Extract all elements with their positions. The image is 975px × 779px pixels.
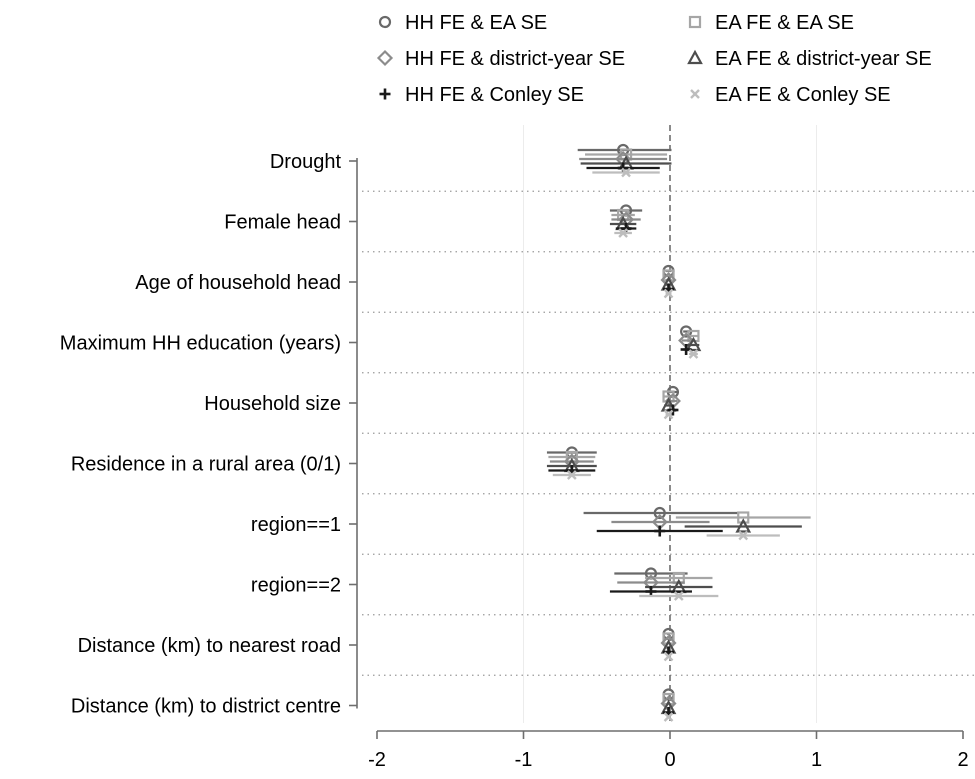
point-estimate [667,404,679,416]
x-tick-label: -2 [368,749,386,771]
x-tick-label: -1 [515,749,533,771]
y-tick-label: Distance (km) to district centre [71,696,341,718]
legend-marker [687,49,703,65]
x-tick-label: 2 [957,749,968,771]
legend-label: EA FE & district-year SE [715,48,932,70]
x-tick-label: 1 [811,749,822,771]
y-tick-label: region==2 [251,575,341,597]
y-tick-label: Household size [204,393,341,415]
y-tick-label: Drought [270,151,342,173]
point-estimate [566,470,577,480]
legend-label: HH FE & Conley SE [405,84,584,106]
point-estimate [738,530,749,541]
y-tick-label: Age of household head [135,272,341,294]
y-tick-label: Female head [224,212,341,234]
point-estimate [673,591,684,601]
y-tick-label: Distance (km) to nearest road [78,635,341,657]
grid [362,125,975,723]
point-estimate [653,506,666,520]
legend-label: HH FE & district-year SE [405,48,625,70]
x-tick-label: 0 [664,749,675,771]
point-estimate [685,336,702,352]
point-estimate [621,167,631,178]
legend-label: EA FE & Conley SE [715,84,891,106]
legend: HH FE & EA SE EA FE & EA SE HH FE & distri… [376,12,932,106]
point-estimate [663,288,674,299]
point-estimate [688,349,699,359]
y-tick-label: Residence in a rural area (0/1) [71,454,341,476]
y-tick-label: Maximum HH education (years) [60,333,341,355]
point-estimate [735,518,752,533]
y-tick-label: region==1 [251,514,341,536]
axes: Drought Female head Age of household head M… [60,151,969,771]
point-estimate [654,525,666,537]
chart-marks [546,143,811,722]
legend-marker [690,89,700,99]
legend-label: HH FE & EA SE [405,12,547,34]
legend-marker [376,49,394,67]
point-estimate [663,409,674,420]
point-estimate [680,344,692,355]
legend-marker [379,88,391,100]
legend-label: EA FE & EA SE [715,12,854,34]
point-estimate [663,651,674,662]
point-estimate [663,712,674,722]
legend-marker [378,15,392,29]
legend-marker [688,15,702,29]
point-estimate [618,228,628,238]
